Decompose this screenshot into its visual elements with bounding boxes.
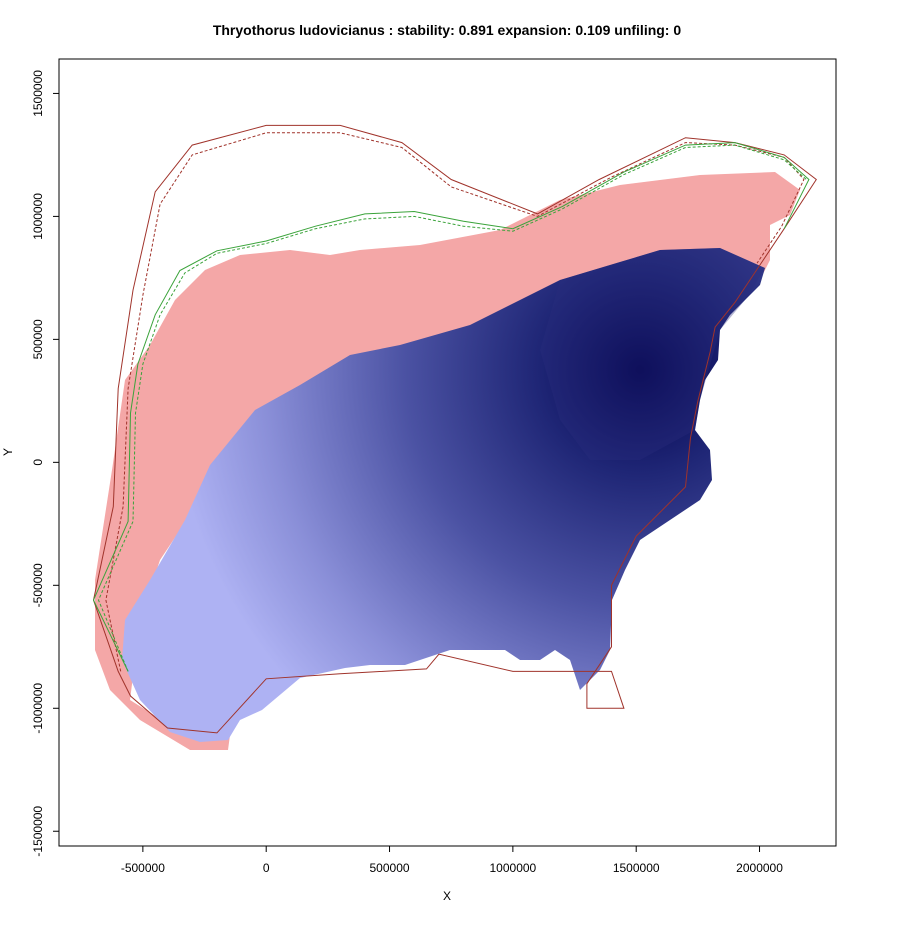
contour-line-1 <box>92 124 817 734</box>
x-tick-label: -500000 <box>121 861 165 875</box>
stability-area-inner <box>540 248 765 460</box>
stability-area <box>122 248 765 742</box>
y-axis-label: Y <box>1 448 15 456</box>
y-axis: -1500000 -1000000 -500000 0 500000 1000000 150… <box>31 70 59 857</box>
contour-lines <box>92 124 817 734</box>
contour-line-3 <box>92 142 810 672</box>
x-tick-label: 2000000 <box>736 861 783 875</box>
y-tick-label: -500000 <box>31 563 45 607</box>
plot-frame <box>58 58 837 847</box>
plot-area <box>92 124 817 750</box>
x-tick-label: 0 <box>263 861 270 875</box>
y-tick-label: 1000000 <box>31 193 45 240</box>
y-tick-label: 0 <box>31 459 45 466</box>
y-tick-label: 500000 <box>31 319 45 359</box>
contour-line-4 <box>97 144 807 672</box>
expansion-area <box>95 172 800 750</box>
x-tick-label: 500000 <box>370 861 410 875</box>
x-tick-label: 1500000 <box>613 861 660 875</box>
x-tick-label: 1000000 <box>490 861 537 875</box>
x-axis-label: X <box>443 889 451 903</box>
x-axis: -500000 0 500000 1000000 1500000 2000000 <box>121 846 783 875</box>
y-tick-label: -1500000 <box>31 806 45 857</box>
y-tick-label: -1000000 <box>31 683 45 734</box>
chart-title: Thryothorus ludovicianus : stability: 0.… <box>213 22 682 38</box>
y-tick-label: 1500000 <box>31 70 45 117</box>
